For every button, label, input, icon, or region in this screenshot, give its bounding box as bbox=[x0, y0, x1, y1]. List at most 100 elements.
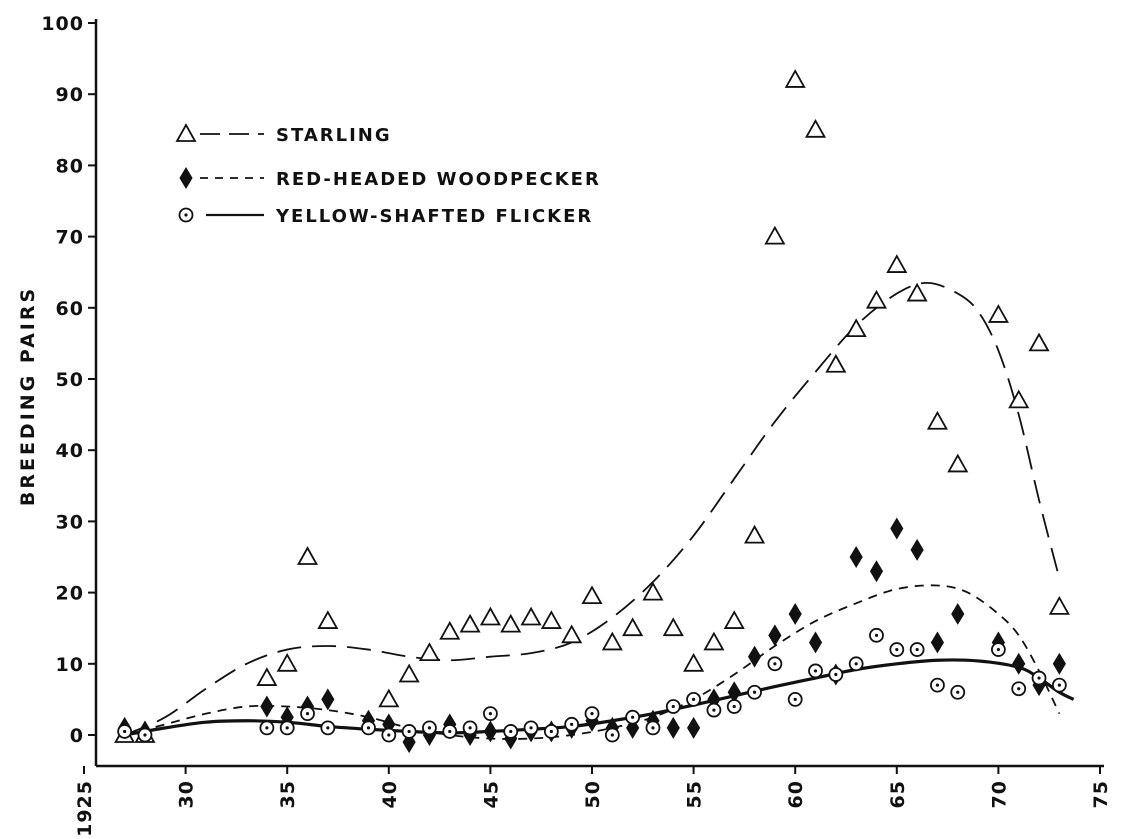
yellow-shafted-flicker-point bbox=[1031, 670, 1047, 686]
y-tick-label: 20 bbox=[56, 583, 84, 605]
x-tick-label: 55 bbox=[684, 780, 706, 808]
yellow-shafted-flicker-point bbox=[889, 642, 905, 657]
starling-point bbox=[317, 610, 339, 629]
red-headed-woodpecker-point bbox=[260, 695, 274, 718]
legend-marker bbox=[178, 207, 194, 223]
red-headed-woodpecker-point bbox=[666, 716, 680, 739]
starling-point bbox=[764, 225, 786, 245]
x-tick-label: 65 bbox=[887, 780, 909, 808]
red-headed-woodpecker-point bbox=[910, 538, 924, 561]
x-tick-label: 50 bbox=[582, 780, 604, 808]
starling-point bbox=[581, 585, 603, 605]
starling-point bbox=[479, 606, 501, 626]
starling-trend-line bbox=[124, 281, 1061, 736]
x-tick-label: 45 bbox=[480, 780, 502, 808]
starling-points bbox=[114, 69, 1070, 743]
yellow-shafted-flicker-point bbox=[279, 720, 295, 736]
starling-point bbox=[1008, 389, 1030, 409]
red-headed-woodpecker-point bbox=[869, 560, 884, 583]
axes bbox=[94, 19, 1104, 768]
starling-point bbox=[703, 631, 725, 651]
starling-point bbox=[398, 663, 420, 683]
red-headed-woodpecker-point bbox=[1012, 652, 1026, 675]
starling-point bbox=[744, 524, 766, 544]
yellow-shafted-flicker-point bbox=[848, 656, 864, 672]
yellow-shafted-flicker-point bbox=[767, 656, 783, 672]
legend-item-red-headed-woodpecker: RED-HEADED WOODPECKER bbox=[179, 167, 601, 190]
yellow-shafted-flicker-point bbox=[625, 709, 641, 725]
starling-point bbox=[418, 642, 440, 662]
starling-point bbox=[723, 610, 745, 629]
starling-point bbox=[296, 546, 319, 565]
starling-point bbox=[784, 69, 806, 88]
y-tick-label: 90 bbox=[56, 84, 84, 106]
yellow-shafted-flicker-point bbox=[909, 642, 925, 657]
yellow-shafted-flicker-point bbox=[523, 720, 539, 736]
starling-point bbox=[804, 118, 827, 138]
starling-point bbox=[926, 410, 948, 430]
yellow-shafted-flicker-point bbox=[686, 692, 701, 707]
red-headed-woodpecker-point bbox=[930, 631, 945, 654]
red-headed-woodpecker-point bbox=[808, 631, 823, 654]
yellow-shafted-flicker-point bbox=[808, 663, 823, 679]
yellow-shafted-flicker-point bbox=[604, 727, 620, 743]
x-tick-label: 1925 bbox=[74, 780, 96, 837]
x-tick-label: 70 bbox=[988, 780, 1010, 808]
yellow-shafted-flicker-point bbox=[1011, 681, 1027, 697]
yellow-shafted-flicker-point bbox=[1051, 677, 1067, 693]
yellow-shafted-flicker-point bbox=[422, 720, 437, 736]
yellow-shafted-flicker-point bbox=[482, 706, 498, 722]
starling-point bbox=[459, 613, 481, 633]
data-points bbox=[114, 69, 1070, 754]
yellow-shafted-flicker-point bbox=[117, 724, 133, 739]
yellow-shafted-flicker-point bbox=[462, 720, 478, 736]
yellow-shafted-flicker-point bbox=[930, 677, 945, 693]
legend-item-yellow-shafted-flicker: YELLOW-SHAFTED FLICKER bbox=[178, 206, 593, 227]
y-axis-title: BREEDING PAIRS bbox=[17, 286, 39, 506]
starling-point bbox=[500, 613, 522, 633]
starling-point bbox=[378, 688, 400, 708]
yellow-shafted-flicker-point bbox=[442, 724, 458, 739]
x-tick-label: 60 bbox=[785, 780, 807, 808]
yellow-shafted-flicker-point bbox=[564, 716, 580, 732]
red-headed-woodpecker-point bbox=[890, 517, 904, 540]
x-tick-label: 35 bbox=[277, 780, 299, 808]
starling-point bbox=[520, 606, 542, 626]
starling-point bbox=[886, 254, 908, 273]
legend-label: YELLOW-SHAFTED FLICKER bbox=[275, 206, 593, 227]
y-tick-label: 100 bbox=[41, 13, 84, 35]
yellow-shafted-flicker-points bbox=[117, 627, 1067, 743]
yellow-shafted-flicker-point bbox=[300, 706, 315, 722]
yellow-shafted-flicker-point bbox=[706, 702, 722, 718]
red-headed-woodpecker-point bbox=[849, 546, 863, 568]
y-tick-label: 40 bbox=[56, 440, 84, 462]
starling-point bbox=[947, 453, 969, 473]
legend-label: RED-HEADED WOODPECKER bbox=[276, 169, 601, 190]
yellow-shafted-flicker-point bbox=[828, 667, 844, 682]
starling-point bbox=[1048, 596, 1070, 615]
yellow-shafted-flicker-point bbox=[381, 727, 397, 743]
y-tick-label: 10 bbox=[56, 654, 84, 676]
starling-point bbox=[276, 652, 298, 672]
red-headed-woodpecker-point bbox=[687, 716, 701, 739]
y-tick-label: 70 bbox=[56, 227, 84, 249]
red-headed-woodpecker-point bbox=[321, 688, 335, 711]
starling-point bbox=[845, 318, 867, 338]
y-tick-label: 0 bbox=[70, 725, 84, 747]
y-tick-label: 80 bbox=[56, 155, 84, 177]
yellow-shafted-flicker-point bbox=[320, 720, 336, 736]
legend-label: STARLING bbox=[276, 125, 392, 146]
y-tick-label: 50 bbox=[56, 369, 84, 391]
starling-point bbox=[439, 620, 461, 640]
yellow-shafted-flicker-point bbox=[543, 724, 559, 739]
yellow-shafted-flicker-point bbox=[747, 684, 762, 700]
starling-point bbox=[1028, 332, 1050, 352]
yellow-shafted-flicker-point bbox=[726, 699, 742, 714]
red-headed-woodpecker-point bbox=[483, 720, 497, 743]
starling-point bbox=[987, 304, 1009, 323]
starling-point bbox=[256, 667, 278, 686]
x-tick-label: 30 bbox=[176, 780, 198, 808]
yellow-shafted-flicker-point bbox=[869, 627, 884, 643]
x-tick-label: 40 bbox=[379, 780, 401, 808]
